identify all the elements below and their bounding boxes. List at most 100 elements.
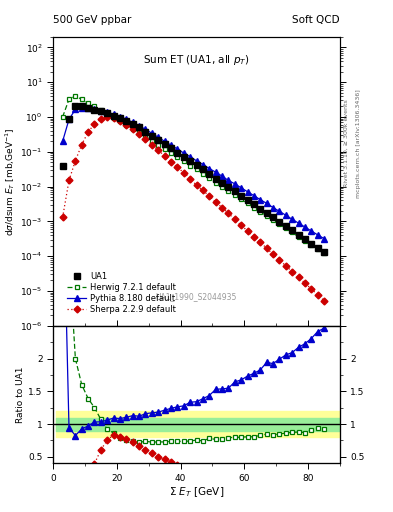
Pythia 8.180 default [143,126,148,133]
UA1 [182,154,186,160]
Sherpa 2.2.9 default [162,153,167,159]
Herwig 7.2.1 default [213,180,218,186]
Herwig 7.2.1 default [162,146,167,152]
UA1 [156,137,161,143]
Pythia 8.180 default [124,116,129,122]
Legend: UA1, Herwig 7.2.1 default, Pythia 8.180 default, Sherpa 2.2.9 default: UA1, Herwig 7.2.1 default, Pythia 8.180 … [66,270,178,316]
Sherpa 2.2.9 default [315,292,320,298]
UA1 [92,107,97,113]
Pythia 8.180 default [105,109,110,115]
UA1 [188,158,193,164]
Sherpa 2.2.9 default [124,122,129,128]
Pythia 8.180 default [149,130,154,136]
Pythia 8.180 default [194,158,199,164]
Sherpa 2.2.9 default [137,131,141,137]
Pythia 8.180 default [296,220,301,226]
Pythia 8.180 default [252,193,256,199]
UA1 [79,103,84,110]
Pythia 8.180 default [130,119,135,125]
Text: mcplots.cern.ch [arXiv:1306.3436]: mcplots.cern.ch [arXiv:1306.3436] [356,89,361,198]
Herwig 7.2.1 default [309,242,314,248]
Pythia 8.180 default [315,232,320,238]
Sherpa 2.2.9 default [118,118,122,124]
Sherpa 2.2.9 default [264,245,269,251]
Text: Soft QCD: Soft QCD [292,14,340,25]
UA1 [226,184,231,190]
UA1 [124,118,129,124]
Pythia 8.180 default [67,116,72,122]
UA1 [130,121,135,127]
Herwig 7.2.1 default [182,158,186,164]
Sherpa 2.2.9 default [252,234,256,240]
Sherpa 2.2.9 default [182,169,186,176]
Herwig 7.2.1 default [60,114,65,120]
Line: Herwig 7.2.1 default: Herwig 7.2.1 default [60,94,327,256]
Herwig 7.2.1 default [124,122,129,128]
Herwig 7.2.1 default [156,142,161,148]
Sherpa 2.2.9 default [232,216,237,222]
UA1 [303,236,307,242]
Herwig 7.2.1 default [207,175,211,181]
UA1 [194,162,199,168]
Pythia 8.180 default [245,188,250,195]
Herwig 7.2.1 default [118,118,122,124]
Herwig 7.2.1 default [321,250,326,257]
X-axis label: $\Sigma\ E_T$ [GeV]: $\Sigma\ E_T$ [GeV] [169,485,224,499]
UA1 [309,241,314,247]
Pythia 8.180 default [220,173,224,179]
UA1 [73,103,78,110]
UA1 [105,110,110,116]
UA1 [321,249,326,255]
Sherpa 2.2.9 default [67,177,72,183]
Herwig 7.2.1 default [149,137,154,143]
UA1 [277,219,282,225]
Pythia 8.180 default [264,200,269,206]
UA1 [162,141,167,147]
Sherpa 2.2.9 default [105,114,110,120]
Sherpa 2.2.9 default [213,199,218,205]
Herwig 7.2.1 default [239,196,244,202]
Herwig 7.2.1 default [296,234,301,240]
Sherpa 2.2.9 default [321,297,326,304]
Herwig 7.2.1 default [169,150,173,156]
Sherpa 2.2.9 default [92,121,97,127]
Pythia 8.180 default [271,204,275,210]
Pythia 8.180 default [321,236,326,242]
UA1 [175,150,180,156]
Sherpa 2.2.9 default [86,129,90,135]
UA1 [252,201,256,207]
Sherpa 2.2.9 default [156,147,161,154]
UA1 [86,105,90,111]
Pythia 8.180 default [258,197,263,203]
Y-axis label: d$\sigma$/dsum $E_T$ [mb,GeV$^{-1}$]: d$\sigma$/dsum $E_T$ [mb,GeV$^{-1}$] [4,127,17,236]
Herwig 7.2.1 default [111,115,116,121]
Sherpa 2.2.9 default [239,222,244,228]
Sherpa 2.2.9 default [194,182,199,188]
Pythia 8.180 default [73,106,78,113]
UA1 [232,188,237,195]
Sherpa 2.2.9 default [99,116,103,122]
Herwig 7.2.1 default [232,191,237,198]
Herwig 7.2.1 default [200,171,205,177]
Pythia 8.180 default [86,105,90,112]
Herwig 7.2.1 default [258,208,263,215]
UA1 [220,180,224,186]
UA1 [118,115,122,121]
Herwig 7.2.1 default [130,125,135,132]
Herwig 7.2.1 default [290,229,294,236]
Herwig 7.2.1 default [175,154,180,160]
UA1 [149,133,154,139]
UA1 [290,227,294,233]
Sherpa 2.2.9 default [200,187,205,194]
Pythia 8.180 default [175,146,180,152]
Sherpa 2.2.9 default [290,268,294,274]
Pythia 8.180 default [200,161,205,167]
Sherpa 2.2.9 default [258,239,263,245]
Sherpa 2.2.9 default [143,136,148,142]
Herwig 7.2.1 default [315,246,320,252]
Sherpa 2.2.9 default [303,280,307,286]
Pythia 8.180 default [79,104,84,111]
UA1 [207,171,211,177]
Pythia 8.180 default [303,224,307,230]
UA1 [143,129,148,135]
